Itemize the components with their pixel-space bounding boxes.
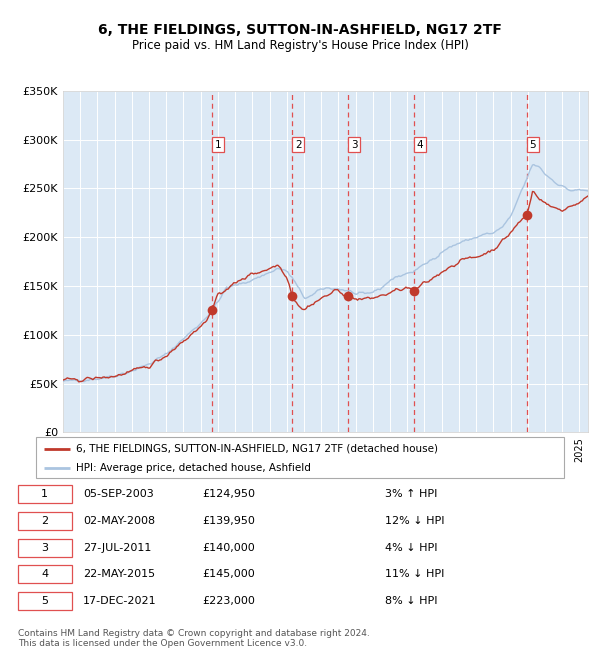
Text: 4: 4 — [416, 140, 423, 150]
Text: 4% ↓ HPI: 4% ↓ HPI — [385, 543, 437, 552]
Text: Contains HM Land Registry data © Crown copyright and database right 2024.
This d: Contains HM Land Registry data © Crown c… — [18, 629, 370, 648]
FancyBboxPatch shape — [18, 566, 71, 583]
Text: 1: 1 — [41, 489, 48, 499]
Text: £124,950: £124,950 — [202, 489, 255, 499]
Text: 12% ↓ HPI: 12% ↓ HPI — [385, 516, 444, 526]
Text: 2: 2 — [295, 140, 302, 150]
Text: 1: 1 — [215, 140, 221, 150]
Text: £139,950: £139,950 — [202, 516, 255, 526]
Text: 3: 3 — [351, 140, 358, 150]
Text: HPI: Average price, detached house, Ashfield: HPI: Average price, detached house, Ashf… — [76, 463, 310, 473]
Text: 3% ↑ HPI: 3% ↑ HPI — [385, 489, 437, 499]
Text: 5: 5 — [529, 140, 536, 150]
FancyBboxPatch shape — [18, 592, 71, 610]
Text: £223,000: £223,000 — [202, 596, 255, 606]
Text: 05-SEP-2003: 05-SEP-2003 — [83, 489, 154, 499]
Text: 6, THE FIELDINGS, SUTTON-IN-ASHFIELD, NG17 2TF: 6, THE FIELDINGS, SUTTON-IN-ASHFIELD, NG… — [98, 23, 502, 37]
FancyBboxPatch shape — [18, 512, 71, 530]
Text: 6, THE FIELDINGS, SUTTON-IN-ASHFIELD, NG17 2TF (detached house): 6, THE FIELDINGS, SUTTON-IN-ASHFIELD, NG… — [76, 444, 437, 454]
Text: 02-MAY-2008: 02-MAY-2008 — [83, 516, 155, 526]
Text: Price paid vs. HM Land Registry's House Price Index (HPI): Price paid vs. HM Land Registry's House … — [131, 39, 469, 52]
Text: 27-JUL-2011: 27-JUL-2011 — [83, 543, 151, 552]
Text: 2: 2 — [41, 516, 49, 526]
FancyBboxPatch shape — [18, 539, 71, 556]
FancyBboxPatch shape — [18, 486, 71, 503]
Text: 17-DEC-2021: 17-DEC-2021 — [83, 596, 157, 606]
Text: £145,000: £145,000 — [202, 569, 255, 579]
Text: 3: 3 — [41, 543, 48, 552]
Text: 8% ↓ HPI: 8% ↓ HPI — [385, 596, 437, 606]
Text: 4: 4 — [41, 569, 49, 579]
Text: 5: 5 — [41, 596, 48, 606]
FancyBboxPatch shape — [36, 437, 564, 478]
Text: £140,000: £140,000 — [202, 543, 255, 552]
Text: 11% ↓ HPI: 11% ↓ HPI — [385, 569, 444, 579]
Text: 22-MAY-2015: 22-MAY-2015 — [83, 569, 155, 579]
